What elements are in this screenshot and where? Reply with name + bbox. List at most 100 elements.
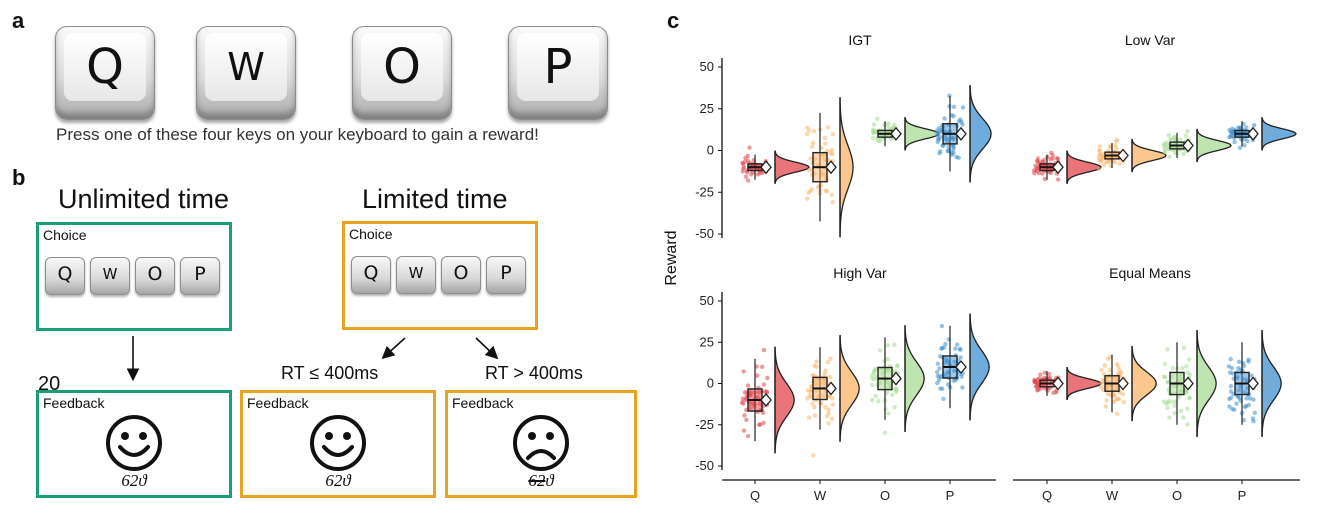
data-point [1232, 139, 1237, 145]
data-point [884, 390, 890, 396]
stray-number: 20 [38, 373, 61, 395]
data-point [1102, 363, 1107, 368]
data-point [937, 366, 942, 371]
x-tick-label: O [1172, 488, 1182, 503]
data-point [1245, 138, 1250, 144]
data-point [745, 178, 751, 183]
mean-diamond [1182, 138, 1194, 153]
data-point [811, 453, 816, 458]
y-tick-label: 0 [707, 143, 714, 158]
data-point [830, 200, 836, 205]
data-point [871, 122, 877, 127]
half-violin [904, 117, 940, 151]
key-p-label: P [517, 33, 599, 101]
data-point [951, 147, 956, 152]
feedback-label: Feedback [452, 395, 514, 411]
data-point [939, 346, 944, 351]
data-point [743, 155, 748, 161]
data-point [741, 428, 747, 433]
unlimited-time-title: Unlimited time [58, 184, 230, 214]
data-point [871, 128, 876, 133]
data-point [1170, 365, 1175, 371]
data-point [1049, 150, 1054, 156]
data-point [812, 413, 818, 418]
data-point [960, 122, 965, 127]
data-point [805, 196, 810, 201]
data-point [740, 169, 746, 174]
data-point [1244, 396, 1249, 401]
data-point [869, 376, 875, 381]
data-point [1114, 139, 1119, 144]
data-point [830, 131, 836, 137]
data-point [1035, 168, 1040, 174]
half-violin [839, 335, 860, 442]
facet-title-igt: IGT [848, 32, 872, 48]
data-point [1051, 390, 1056, 395]
data-point [1103, 404, 1108, 409]
data-point [743, 174, 749, 179]
data-point [759, 364, 765, 370]
data-point [1108, 354, 1113, 360]
data-point [960, 105, 966, 110]
data-point [1181, 415, 1186, 420]
data-point [824, 413, 830, 419]
data-point [741, 401, 746, 406]
half-violin [1261, 330, 1282, 437]
data-point [1241, 418, 1246, 423]
data-point [1055, 177, 1061, 182]
data-point [1187, 395, 1192, 401]
data-point [947, 93, 952, 98]
limited-choice-box: Choice Q W O P [342, 221, 538, 330]
data-point [1172, 411, 1178, 416]
data-point [805, 125, 810, 130]
data-point [1228, 134, 1233, 139]
data-point [823, 188, 828, 193]
data-point [1251, 397, 1256, 402]
data-point [755, 373, 760, 378]
y-tick-label: -50 [695, 458, 714, 473]
data-point [1100, 387, 1106, 393]
data-point [822, 371, 827, 377]
y-tick-label: -25 [695, 184, 714, 199]
half-violin [1261, 117, 1297, 151]
unlimited-feedback-box: Feedback 62ϑ [36, 390, 232, 498]
data-point [740, 161, 746, 167]
data-point [935, 369, 940, 375]
data-point [876, 138, 881, 143]
data-point [823, 141, 828, 146]
data-point [1114, 411, 1120, 416]
data-point [1252, 410, 1257, 416]
data-point [935, 128, 940, 133]
data-point [1243, 403, 1249, 409]
facet-title-equal-means: Equal Means [1109, 265, 1191, 281]
data-point [892, 122, 897, 127]
data-point [1251, 419, 1256, 424]
mean-diamond [955, 126, 967, 141]
panel-b-letter: b [12, 165, 26, 190]
data-point [940, 386, 945, 391]
data-point [1227, 396, 1232, 402]
data-point [1105, 391, 1111, 397]
data-point [1162, 149, 1168, 155]
data-point [947, 104, 952, 109]
small-key-p: P [486, 256, 526, 294]
smiley-face-icon [310, 415, 366, 471]
data-point [886, 411, 891, 416]
data-point [1162, 361, 1168, 367]
data-point [812, 404, 817, 410]
data-point [894, 364, 900, 369]
unlimited-choice-box: Choice Q W O P [36, 222, 232, 331]
data-point [743, 407, 749, 413]
half-violin [904, 325, 925, 432]
data-point [1107, 367, 1113, 373]
data-point [1096, 166, 1102, 172]
data-point [1181, 151, 1186, 157]
data-point [1242, 143, 1247, 148]
half-violin [969, 313, 990, 421]
data-point [1161, 399, 1167, 404]
data-point [1050, 156, 1056, 161]
data-point [1185, 370, 1191, 375]
data-point [741, 369, 746, 374]
points-value-crossed: 62ϑ [528, 471, 554, 490]
